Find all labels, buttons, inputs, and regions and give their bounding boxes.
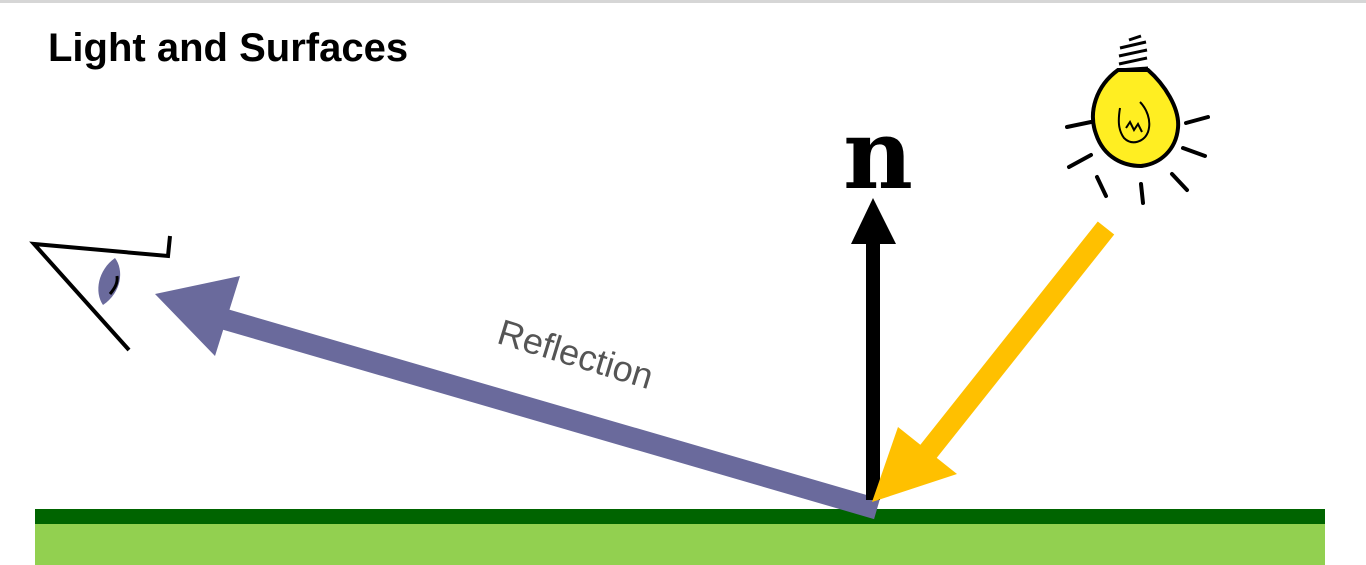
surface-fill [35, 516, 1325, 565]
reflection-arrow [155, 276, 880, 520]
eye-icon [0, 154, 220, 413]
surface [35, 509, 1325, 565]
incident-light-arrow [872, 221, 1115, 502]
slide-title: Light and Surfaces [48, 26, 409, 70]
normal-vector [851, 198, 896, 500]
normal-label: n [843, 98, 913, 211]
slide-top-border [0, 0, 1366, 3]
light-bulb-icon [1050, 30, 1218, 205]
surface-top-edge [35, 509, 1325, 524]
reflection-label: Reflection [493, 311, 658, 397]
